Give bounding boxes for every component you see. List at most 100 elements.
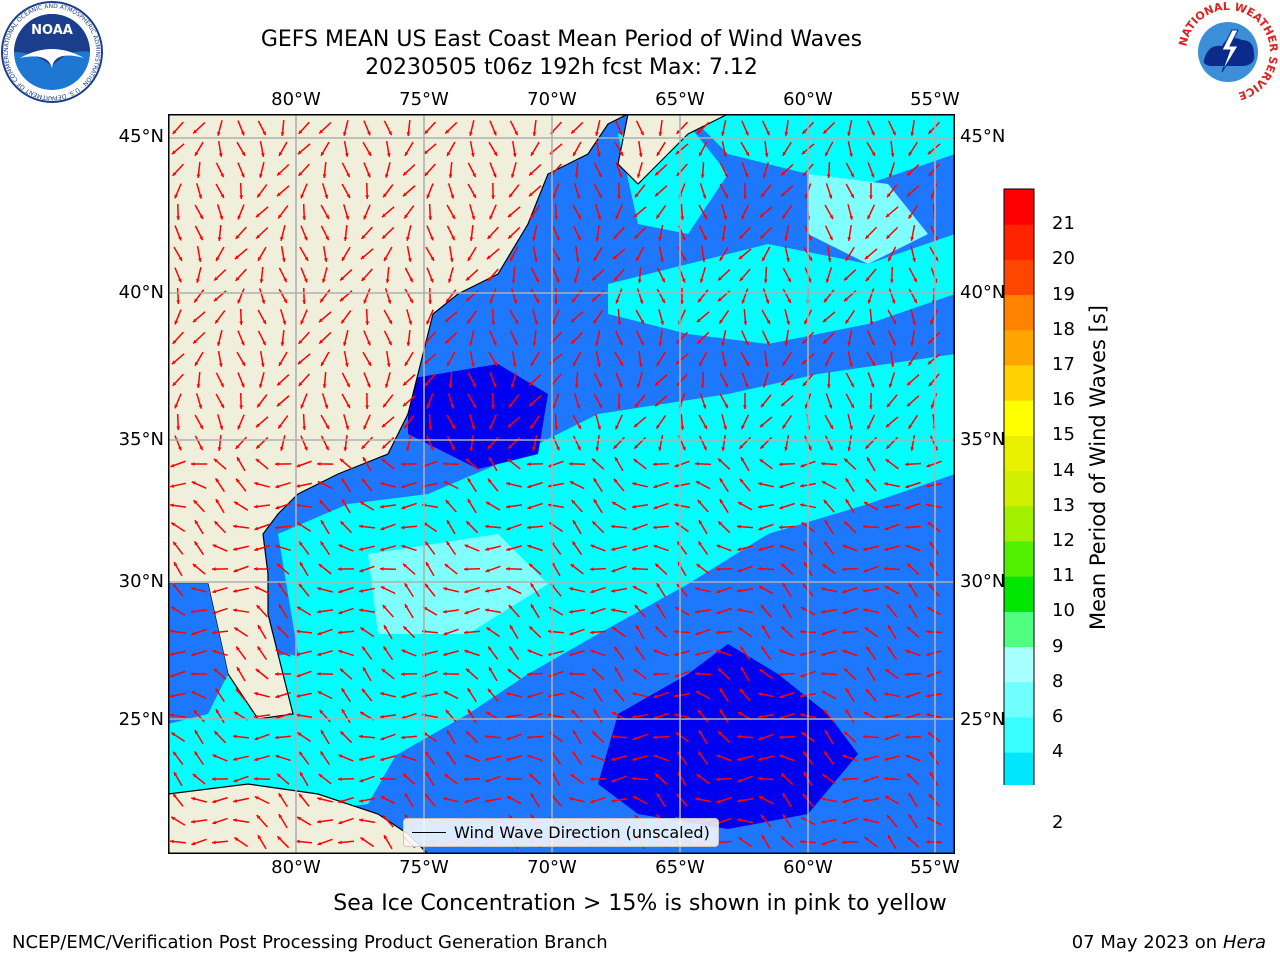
colorbar-tick-label: 16 — [1052, 389, 1075, 411]
wind-arrow-head — [214, 521, 219, 526]
wind-arrow-head — [212, 820, 217, 825]
wind-arrow-head — [761, 193, 765, 198]
wind-arrow-head — [908, 214, 913, 219]
wind-arrow-head — [926, 817, 931, 821]
wind-arrow-head — [471, 215, 476, 220]
wind-arrow-head — [885, 423, 890, 428]
wind-arrow-head — [464, 754, 469, 759]
wind-arrow-head — [319, 500, 324, 504]
wind-arrow-head — [825, 152, 829, 157]
wind-arrow-head — [447, 278, 452, 283]
wind-arrow-head — [829, 446, 833, 451]
wind-arrow-head — [655, 563, 659, 568]
wind-arrow-head — [261, 299, 266, 304]
wind-arrow-head — [485, 608, 489, 613]
wind-arrow-head — [428, 426, 433, 430]
wind-arrow-head — [829, 236, 833, 241]
wind-arrow-head — [299, 772, 304, 777]
wind-arrow-head — [507, 423, 512, 428]
colorbar-segment — [1004, 717, 1034, 753]
wind-arrow-head — [803, 541, 807, 546]
wind-arrow-head — [934, 446, 938, 451]
wind-arrow-head — [465, 297, 470, 302]
wind-arrow-head — [761, 835, 766, 840]
wind-arrow-head — [193, 339, 198, 344]
wind-arrow-head — [487, 478, 492, 483]
wind-arrow-head — [532, 236, 536, 241]
wind-arrow-head — [821, 609, 825, 614]
wind-arrow-head — [469, 447, 474, 451]
wind-arrow-head — [359, 608, 363, 613]
wind-arrow-head — [275, 505, 280, 510]
wind-arrow-head — [674, 673, 679, 678]
wind-arrow-head — [509, 193, 513, 198]
wind-arrow-head — [403, 381, 408, 386]
wind-arrow-head — [723, 215, 728, 220]
wind-arrow-head — [380, 757, 385, 762]
wind-arrow-head — [842, 820, 847, 825]
wind-arrow-head — [233, 608, 237, 613]
colorbar-tick-label: 20 — [1052, 248, 1075, 270]
wind-arrow-head — [759, 423, 764, 428]
wind-arrow-head — [884, 736, 889, 741]
wind-arrow-head — [506, 504, 510, 509]
wind-arrow-head — [887, 625, 892, 630]
wind-arrow-head — [824, 541, 828, 546]
wind-arrow-head — [324, 194, 329, 199]
wind-arrow-head — [590, 799, 595, 804]
wind-arrow-head — [821, 652, 826, 656]
wind-arrow-head — [593, 709, 598, 714]
wind-arrow-head — [863, 608, 867, 612]
wind-arrow-head — [779, 484, 784, 489]
wind-arrow-head — [192, 563, 197, 568]
wind-arrow-head — [699, 362, 703, 367]
wind-arrow-head — [760, 604, 765, 609]
wind-arrow-head — [340, 521, 345, 526]
wind-arrow-head — [590, 649, 595, 654]
wind-arrow-head — [220, 193, 224, 198]
wind-arrow-head — [905, 544, 910, 549]
wind-arrow-head — [718, 276, 722, 281]
wind-arrow-head — [912, 257, 916, 262]
wind-arrow-head — [213, 668, 218, 673]
wind-arrow-head — [656, 583, 661, 588]
colorbar-tick-label: 19 — [1052, 283, 1075, 305]
wind-arrow-head — [696, 318, 701, 323]
wind-arrow-head — [593, 319, 597, 324]
wind-arrow-head — [338, 649, 343, 654]
wind-arrow-head — [469, 237, 474, 241]
map-plot — [167, 113, 955, 855]
wind-arrow-head — [191, 481, 196, 485]
wind-arrow-head — [491, 405, 495, 409]
wind-arrow-head — [340, 668, 344, 673]
wind-arrow-head — [509, 403, 513, 408]
wind-arrow-head — [361, 235, 366, 239]
wind-arrow-head — [404, 583, 409, 588]
wind-arrow-head — [466, 731, 471, 736]
wind-arrow-head — [618, 173, 623, 178]
wind-arrow-head — [493, 341, 497, 346]
wind-arrow-head — [472, 173, 476, 178]
wind-arrow-head — [674, 629, 678, 634]
wind-arrow-head — [617, 195, 621, 199]
wind-arrow-head — [194, 541, 199, 546]
noaa-logo: NATIONAL OCEANIC AND ATMOSPHERIC ADMINIS… — [0, 0, 103, 103]
wind-arrow-head — [845, 478, 850, 483]
wind-arrow-head — [425, 751, 429, 756]
wind-arrow-head — [825, 362, 829, 367]
wind-arrow-head — [721, 237, 726, 241]
wind-arrow-head — [907, 773, 912, 778]
wind-arrow-head — [362, 667, 367, 672]
wind-arrow-head — [826, 384, 831, 388]
wind-arrow-head — [823, 709, 828, 714]
wind-arrow-head — [317, 819, 321, 824]
wind-arrow-head — [716, 589, 721, 594]
wind-arrow-head — [661, 299, 665, 304]
wind-arrow-head — [322, 174, 327, 178]
wind-arrow-head — [718, 458, 722, 463]
wind-arrow-head — [233, 589, 237, 593]
wave-period-band — [168, 654, 408, 814]
wind-arrow-head — [235, 235, 240, 239]
wind-arrow-head — [724, 383, 728, 388]
wind-arrow-head — [927, 732, 932, 736]
